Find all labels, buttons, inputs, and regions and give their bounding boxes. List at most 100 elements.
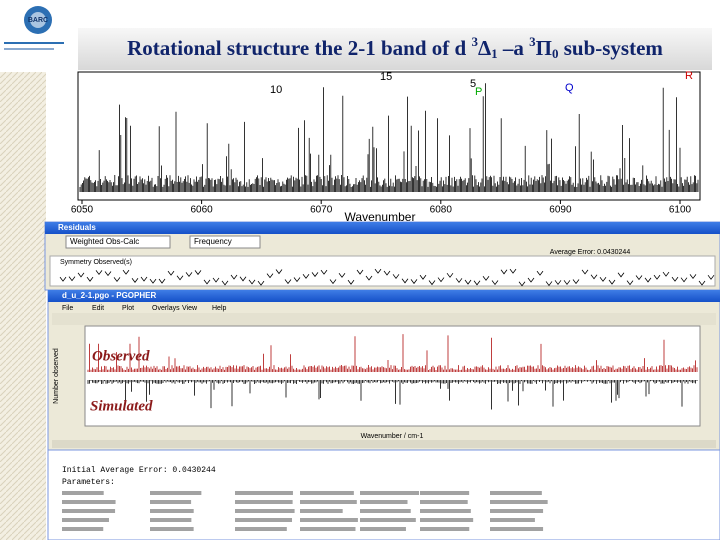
title-part: sub-system xyxy=(558,36,663,60)
residual-marker xyxy=(563,280,571,285)
title-part: Rotational structure the 2-1 band of d xyxy=(127,36,471,60)
residual-marker xyxy=(536,270,544,276)
log-cell xyxy=(62,518,109,522)
x-tick-label: 6080 xyxy=(430,205,453,216)
residual-marker xyxy=(86,276,94,282)
residuals-window: Residuals Weighted Obs-Calc Frequency Av… xyxy=(44,221,720,291)
plot-frame xyxy=(77,71,701,201)
spectrum-panel xyxy=(84,325,701,427)
slide-title: Rotational structure the 2-1 band of d 3… xyxy=(127,34,663,61)
residual-marker xyxy=(365,275,373,281)
residual-marker xyxy=(230,274,238,280)
residual-marker xyxy=(275,269,283,275)
log-cell xyxy=(420,491,470,495)
residual-marker xyxy=(284,279,292,285)
branch-label: R xyxy=(685,70,693,82)
residual-marker xyxy=(644,277,652,283)
log-window: Initial Average Error: 0.0430244 Paramet… xyxy=(47,449,720,540)
log-cell xyxy=(150,518,192,522)
residual-marker xyxy=(383,270,391,276)
residual-marker xyxy=(473,280,481,286)
residual-marker xyxy=(662,271,670,277)
residual-marker xyxy=(437,277,445,283)
residual-marker xyxy=(95,270,103,276)
residual-marker xyxy=(482,275,490,281)
status-bar xyxy=(52,440,716,448)
residual-markers xyxy=(59,268,715,287)
log-cell xyxy=(235,500,293,504)
residual-marker xyxy=(428,280,436,286)
log-cell xyxy=(490,491,542,495)
branch-label: P xyxy=(475,86,482,98)
residual-marker xyxy=(203,279,211,285)
residual-marker xyxy=(293,277,301,283)
log-cell xyxy=(490,518,535,522)
title-part: 0 xyxy=(552,46,559,61)
log-cell xyxy=(300,500,357,504)
log-line: Initial Average Error: 0.0430244 xyxy=(62,466,216,475)
dropdown-text: Frequency xyxy=(194,237,232,246)
residual-marker xyxy=(581,269,589,275)
logo-rule xyxy=(4,48,54,50)
log-cell xyxy=(235,518,293,522)
log-cell xyxy=(360,518,416,522)
window-title: Residuals xyxy=(58,223,96,232)
log-cell xyxy=(360,527,406,531)
top-plot: 6050 6060 6070 6080 6090 6100 Wavenumber 15 10 5 R… xyxy=(71,70,701,224)
residual-marker xyxy=(698,280,706,286)
logo-text: BARC xyxy=(28,17,48,24)
log-cell xyxy=(490,500,548,504)
dropdown[interactable] xyxy=(65,235,171,249)
log-cell xyxy=(490,527,544,531)
log-cell xyxy=(420,500,468,504)
branch-label: 5 xyxy=(470,78,476,90)
residual-marker xyxy=(167,270,175,276)
residual-marker xyxy=(410,279,418,285)
x-axis-label: Wavenumber / cm-1 xyxy=(361,433,424,440)
residual-marker xyxy=(491,280,499,286)
residual-marker xyxy=(635,275,643,281)
menu-item: Help xyxy=(212,305,227,312)
log-cell xyxy=(62,509,116,513)
residual-marker xyxy=(68,276,76,282)
residual-marker xyxy=(104,271,112,277)
residual-marker xyxy=(131,278,139,283)
menu-bar: File Edit Plot Overlays View Help xyxy=(62,305,227,312)
residual-marker xyxy=(671,276,679,282)
residual-marker xyxy=(122,269,130,275)
pgopher-window: d_u_2-1.pgo - PGOPHER File Edit Plot Overla… xyxy=(47,289,720,451)
log-cell xyxy=(300,509,343,513)
residual-marker xyxy=(140,276,148,282)
residual-marker xyxy=(527,277,535,283)
log-cell xyxy=(360,500,408,504)
log-cell xyxy=(62,527,104,531)
menu-item: Plot xyxy=(122,305,134,312)
x-axis-label: Wavenumber xyxy=(345,210,416,224)
dropdown[interactable] xyxy=(189,235,261,249)
title-part: 1 xyxy=(491,46,498,61)
log-cell xyxy=(360,491,420,495)
log-cell xyxy=(235,491,293,495)
residual-marker xyxy=(545,281,553,287)
log-cell xyxy=(150,500,192,504)
residual-marker xyxy=(329,279,337,285)
title-part: Π xyxy=(536,36,552,60)
residual-marker xyxy=(266,273,274,279)
window-titlebar xyxy=(48,290,720,302)
title-part: Δ xyxy=(478,36,491,60)
log-cell xyxy=(420,509,471,513)
window-titlebar xyxy=(45,222,720,234)
residual-marker xyxy=(356,269,364,275)
residual-marker xyxy=(374,268,382,274)
toolbar xyxy=(52,313,716,325)
residual-marker xyxy=(707,274,715,280)
residual-marker xyxy=(608,279,616,285)
residual-marker xyxy=(572,279,580,285)
residual-marker xyxy=(599,276,607,282)
residual-marker xyxy=(212,277,220,283)
branch-label: 10 xyxy=(270,84,282,96)
residual-marker xyxy=(518,281,526,287)
observed-label: Observed xyxy=(92,348,150,364)
residual-marker xyxy=(113,277,121,283)
